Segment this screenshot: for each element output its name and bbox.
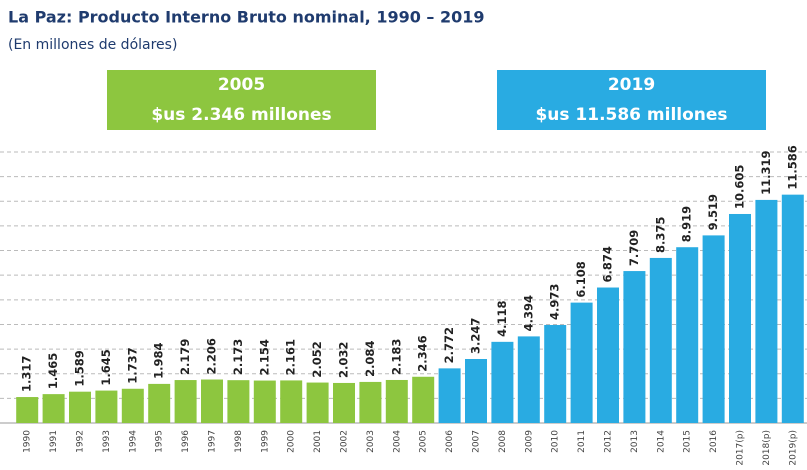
bar [359,381,382,423]
value-label: 2.052 [310,341,324,377]
x-tick-label: 1996 [181,430,191,453]
x-tick-label: 2008 [498,430,508,453]
x-tick-label: 2009 [524,430,534,453]
bar [649,257,672,423]
value-label: 2.206 [205,338,219,374]
chart-title: La Paz: Producto Interno Bruto nominal, … [8,8,485,27]
bar [755,199,778,423]
value-label: 2.032 [337,342,351,378]
value-label: 2.161 [284,339,298,375]
value-label: 1.589 [73,350,87,386]
annotation-box [497,70,766,130]
x-tick-label: 2016 [709,430,719,453]
bar [306,382,329,423]
x-tick-label: 1994 [128,430,138,453]
value-label: 6.108 [574,261,588,297]
value-label: 8.919 [680,206,694,242]
annotation-text: $us 2.346 millones [151,105,331,125]
value-label: 1.465 [46,353,60,389]
bar [16,397,39,423]
x-tick-label: 2005 [419,430,429,453]
bar [174,380,197,423]
x-tick-label: 1998 [234,430,244,453]
x-tick-label: 1991 [49,430,59,453]
value-label: 11.319 [759,151,773,195]
x-tick-label: 2011 [577,430,587,453]
bar [702,235,725,423]
bar [42,394,65,423]
bar [121,388,144,423]
value-label: 7.709 [627,230,641,266]
x-tick-label: 2014 [656,430,666,453]
bar [729,213,751,423]
bar [465,359,487,423]
annotation-text: 2019 [608,75,655,95]
value-label: 2.179 [178,339,192,375]
x-tick-label: 2007 [472,430,482,453]
x-tick-label: 2019(p) [788,430,798,466]
x-tick-label: 2012 [604,430,614,453]
value-label: 4.973 [548,284,562,320]
value-label: 2.173 [231,339,245,375]
bar [623,271,646,423]
value-label: 1.737 [125,347,139,383]
value-label: 6.874 [601,246,615,282]
x-tick-label: 2013 [630,430,640,453]
chart-subtitle: (En millones de dólares) [8,37,177,53]
value-label: 2.084 [363,341,377,377]
value-label: 2.346 [416,335,430,371]
bar [227,380,250,423]
value-label: 3.247 [469,318,483,354]
bar [148,383,171,423]
value-label: 2.154 [257,339,271,375]
annotation-text: $us 11.586 millones [535,105,727,125]
x-tick-label: 2018(p) [762,430,772,466]
x-tick-label: 2010 [551,430,561,453]
x-tick-label: 2002 [340,430,350,453]
x-tick-label: 2004 [392,430,402,453]
bar [412,376,435,423]
bar [544,324,567,423]
bar [517,336,540,423]
value-label: 9.519 [706,194,720,230]
x-tick-label: 1992 [76,430,86,453]
value-label: 4.394 [521,295,535,331]
bar [781,194,804,423]
value-label: 10.605 [733,165,747,209]
x-tick-label: 1999 [260,430,270,453]
annotation-text: 2005 [218,75,265,95]
x-tick-label: 2003 [366,430,376,453]
bar [280,380,303,423]
bar [570,302,593,423]
x-tick-label: 2017(p) [736,430,746,466]
value-label: 1.645 [99,349,113,385]
x-tick-label: 1995 [155,430,165,453]
bar [95,390,118,423]
value-label: 11.586 [785,145,799,189]
bar [438,368,461,423]
bar [201,379,223,423]
bar [491,341,514,423]
x-tick-label: 1993 [102,430,112,453]
value-label: 8.375 [653,217,667,253]
value-label: 2.183 [389,339,403,375]
x-tick-label: 2015 [683,430,693,453]
value-label: 1.317 [20,356,34,392]
annotation-box [107,70,376,130]
bar [69,391,91,423]
x-tick-label: 2001 [313,430,323,453]
value-label: 1.984 [152,343,166,379]
x-tick-label: 1990 [23,430,33,453]
x-tick-label: 1997 [208,430,218,453]
value-label: 4.118 [495,300,509,336]
x-tick-label: 2006 [445,430,455,453]
bar [676,247,699,423]
bar [333,382,355,423]
bar [253,380,276,423]
value-label: 2.772 [442,327,456,363]
bar [385,379,408,423]
bar [597,287,619,423]
x-tick-label: 2000 [287,430,297,453]
